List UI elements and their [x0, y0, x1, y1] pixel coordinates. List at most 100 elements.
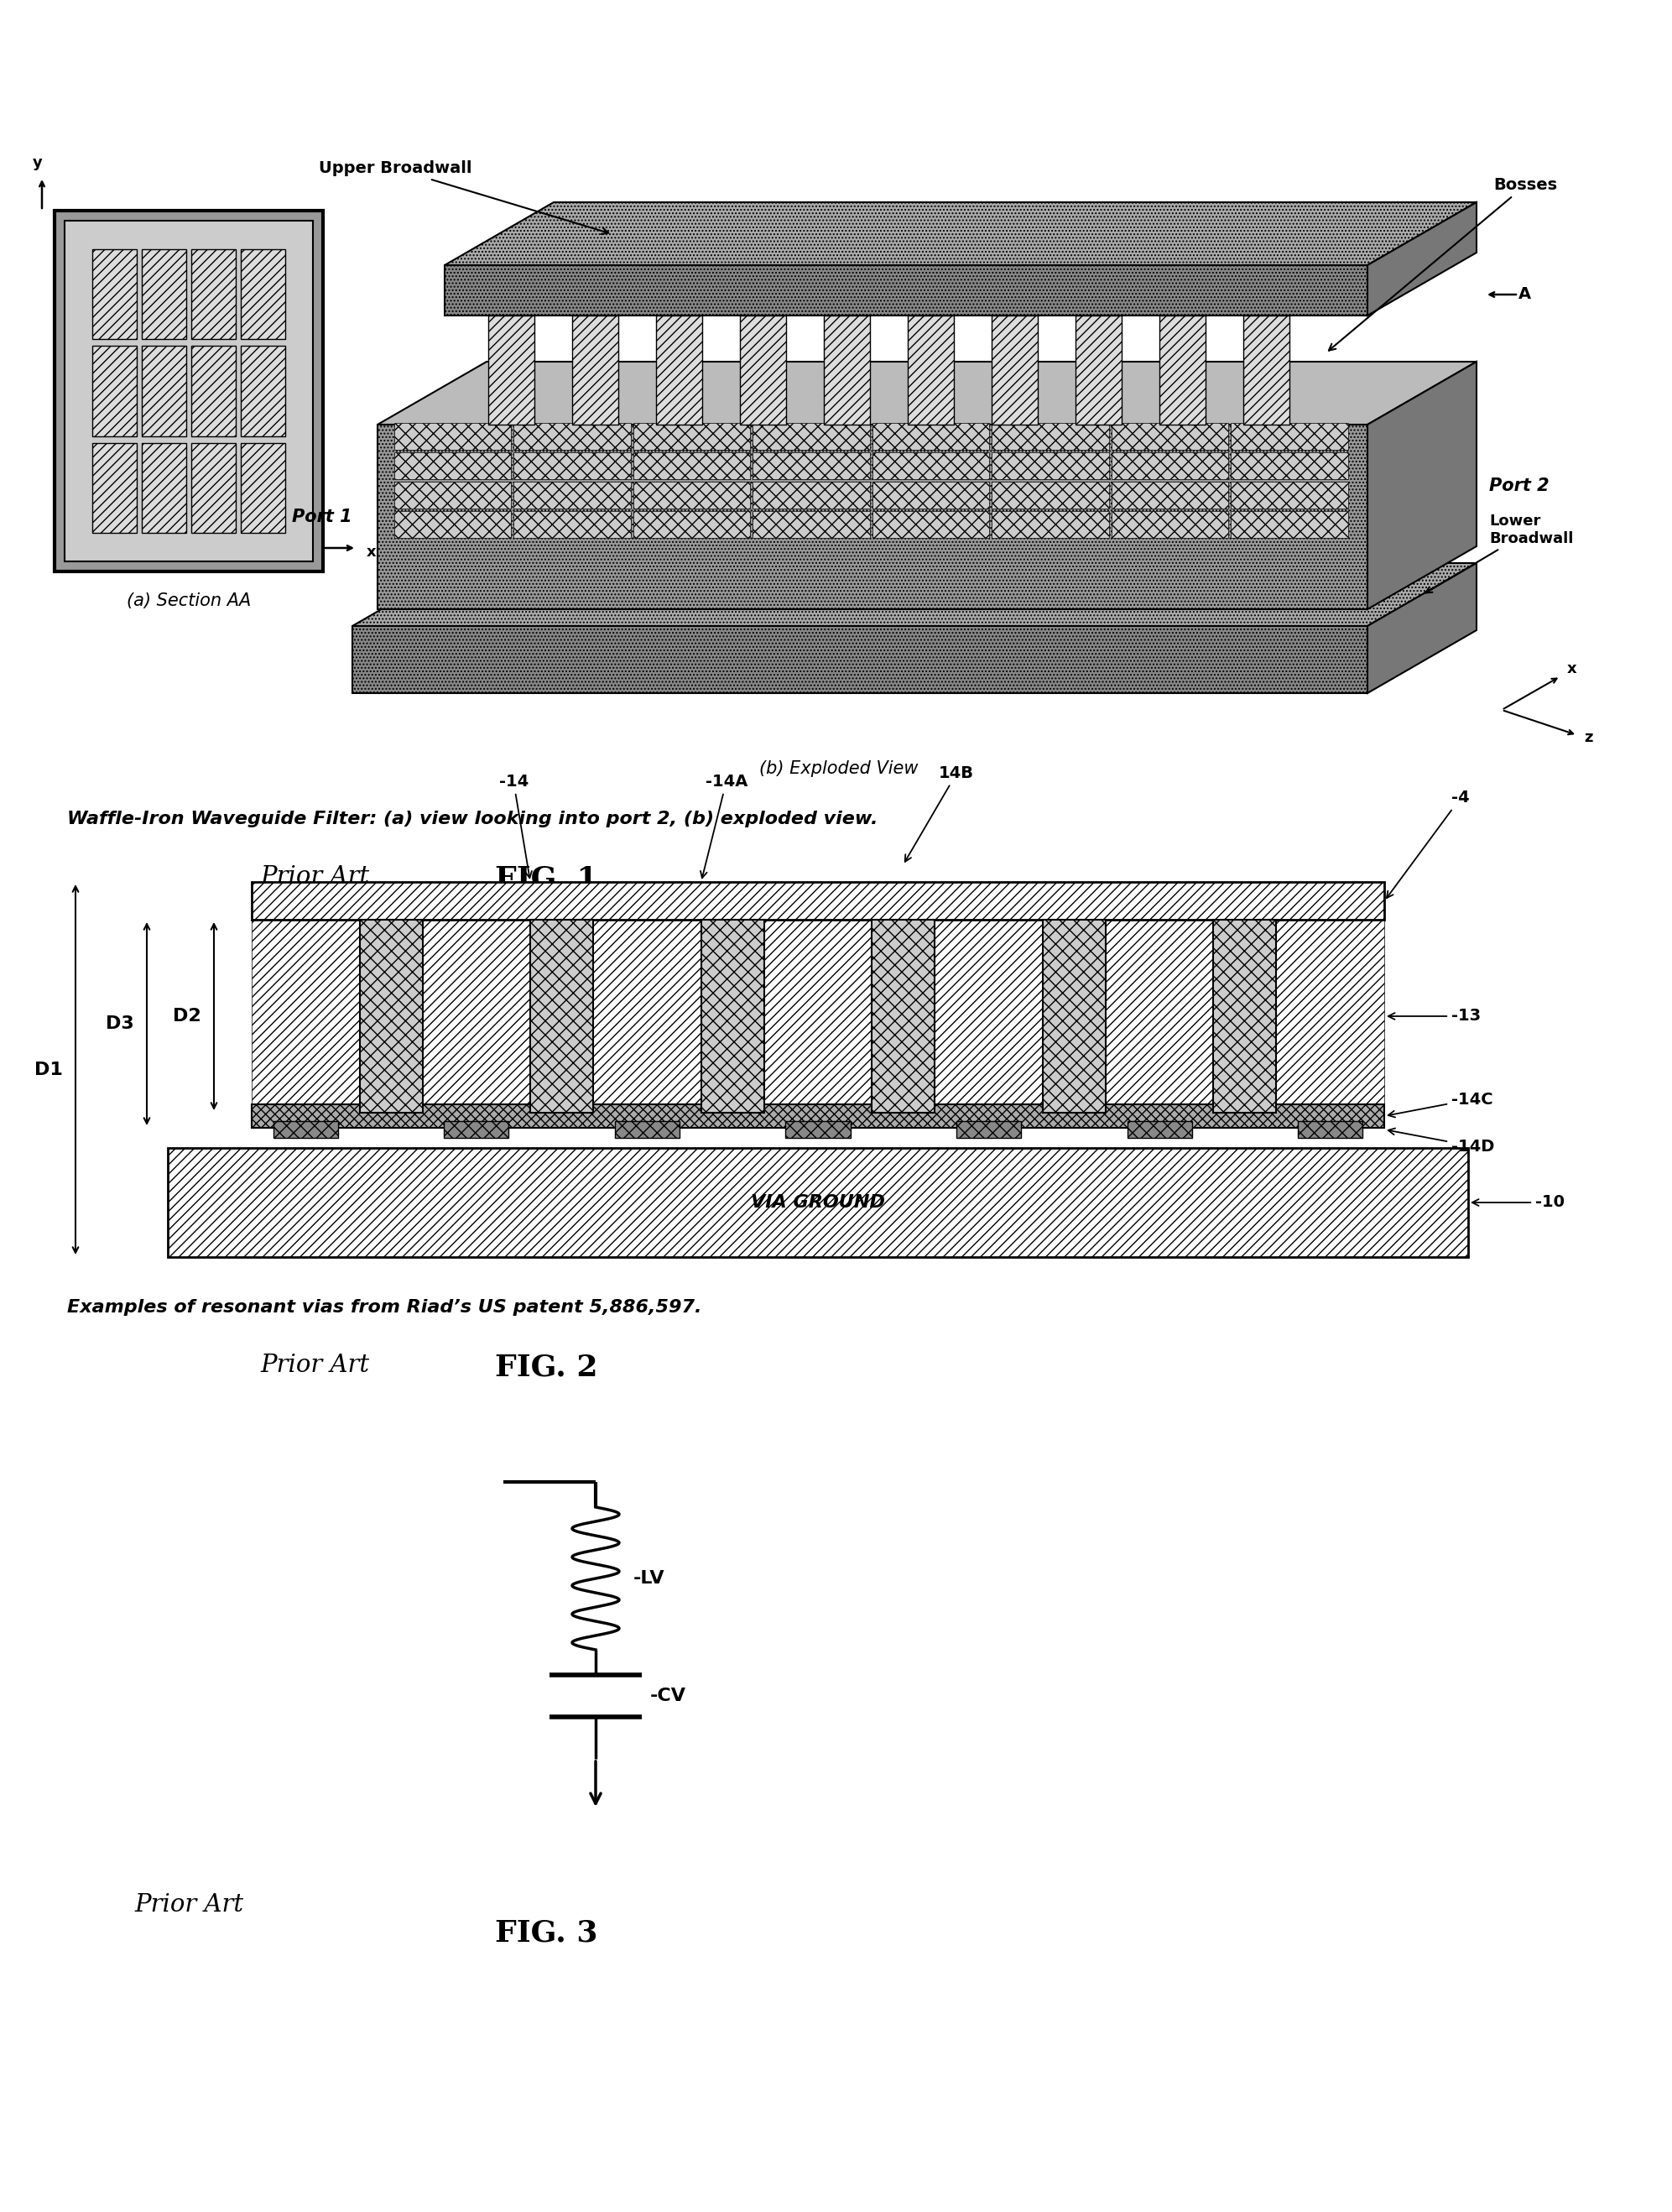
Polygon shape [1368, 201, 1476, 316]
Polygon shape [395, 451, 512, 480]
Text: x: x [1567, 661, 1577, 677]
Bar [252, 883, 1384, 920]
Bar [241, 442, 286, 533]
Polygon shape [634, 422, 751, 449]
Polygon shape [353, 564, 1476, 626]
Polygon shape [991, 482, 1109, 509]
Polygon shape [395, 511, 512, 538]
Text: Examples of resonant vias from Riad’s US patent 5,886,597.: Examples of resonant vias from Riad’s US… [67, 1298, 702, 1316]
Polygon shape [873, 422, 990, 449]
Bar [908, 316, 953, 425]
Bar [991, 316, 1038, 425]
Bar [273, 1121, 338, 1137]
Polygon shape [445, 265, 1368, 316]
Bar [824, 316, 869, 425]
Text: (a) Section AA: (a) Section AA [127, 593, 251, 608]
Bar [241, 345, 286, 436]
Bar [1244, 316, 1289, 425]
Bar [655, 316, 702, 425]
Polygon shape [1368, 363, 1476, 608]
Text: Prior Art: Prior Art [261, 1354, 370, 1378]
Bar [359, 920, 423, 1113]
Polygon shape [752, 422, 869, 449]
Bar [1276, 920, 1384, 1104]
Text: Waffle-Iron Waveguide Filter: (a) view looking into port 2, (b) exploded view.: Waffle-Iron Waveguide Filter: (a) view l… [67, 810, 878, 827]
Bar [594, 920, 701, 1104]
Polygon shape [395, 482, 512, 509]
Polygon shape [752, 451, 869, 480]
Text: -4: -4 [1386, 790, 1470, 898]
Text: -LV: -LV [634, 1571, 665, 1586]
Polygon shape [1112, 482, 1229, 509]
Bar [445, 1121, 508, 1137]
Bar [167, 1148, 1468, 1256]
Polygon shape [1231, 482, 1348, 509]
Text: -CV: -CV [650, 1688, 686, 1703]
Bar [1159, 316, 1206, 425]
Polygon shape [513, 482, 630, 509]
Polygon shape [1231, 511, 1348, 538]
Text: -14: -14 [498, 774, 532, 878]
Bar [241, 250, 286, 338]
Text: FIG. 1: FIG. 1 [495, 865, 599, 894]
Text: FIG. 2: FIG. 2 [495, 1354, 599, 1382]
Polygon shape [873, 511, 990, 538]
Text: z: z [1583, 730, 1593, 745]
Text: -14D: -14D [1388, 1128, 1495, 1155]
Bar [488, 316, 535, 425]
Text: y: y [33, 155, 43, 170]
Polygon shape [353, 626, 1368, 692]
Bar [741, 316, 786, 425]
Polygon shape [1231, 451, 1348, 480]
Bar [191, 345, 236, 436]
Polygon shape [991, 511, 1109, 538]
Polygon shape [1112, 422, 1229, 449]
Polygon shape [991, 422, 1109, 449]
Bar [871, 920, 935, 1113]
Bar [191, 442, 236, 533]
Bar [92, 250, 137, 338]
Polygon shape [378, 363, 1476, 425]
Text: -14C: -14C [1388, 1091, 1493, 1117]
Text: 14B: 14B [905, 765, 975, 863]
Text: Port 1: Port 1 [293, 509, 353, 524]
Bar [142, 250, 186, 338]
Text: Port 2: Port 2 [1490, 478, 1550, 493]
Text: A: A [1518, 285, 1532, 303]
Bar [530, 920, 594, 1113]
Text: FIG. 3: FIG. 3 [495, 1918, 599, 1947]
Bar [423, 920, 530, 1104]
Text: D1: D1 [35, 1062, 64, 1077]
Text: x: x [366, 544, 376, 560]
Polygon shape [378, 425, 1368, 608]
Bar [764, 920, 871, 1104]
Bar [252, 920, 359, 1104]
Text: (b) Exploded View: (b) Exploded View [759, 761, 918, 776]
Polygon shape [634, 511, 751, 538]
Polygon shape [752, 482, 869, 509]
Polygon shape [752, 511, 869, 538]
Polygon shape [1112, 451, 1229, 480]
Polygon shape [513, 511, 630, 538]
Polygon shape [873, 451, 990, 480]
Bar [1214, 920, 1276, 1113]
Polygon shape [873, 482, 990, 509]
Text: -14A: -14A [701, 774, 747, 878]
Bar [935, 920, 1043, 1104]
Bar [55, 210, 323, 571]
Bar [1105, 920, 1214, 1104]
Bar [701, 920, 764, 1113]
Polygon shape [634, 482, 751, 509]
Text: -13: -13 [1388, 1009, 1481, 1024]
Text: D2: D2 [172, 1009, 201, 1024]
Polygon shape [1112, 511, 1229, 538]
Bar [615, 1121, 679, 1137]
Text: VIA GROUND: VIA GROUND [751, 1194, 884, 1210]
Polygon shape [513, 451, 630, 480]
Polygon shape [445, 201, 1476, 265]
Bar [786, 1121, 851, 1137]
Text: -10: -10 [1471, 1194, 1565, 1210]
Bar [1043, 920, 1105, 1113]
Bar [142, 442, 186, 533]
Polygon shape [395, 422, 512, 449]
